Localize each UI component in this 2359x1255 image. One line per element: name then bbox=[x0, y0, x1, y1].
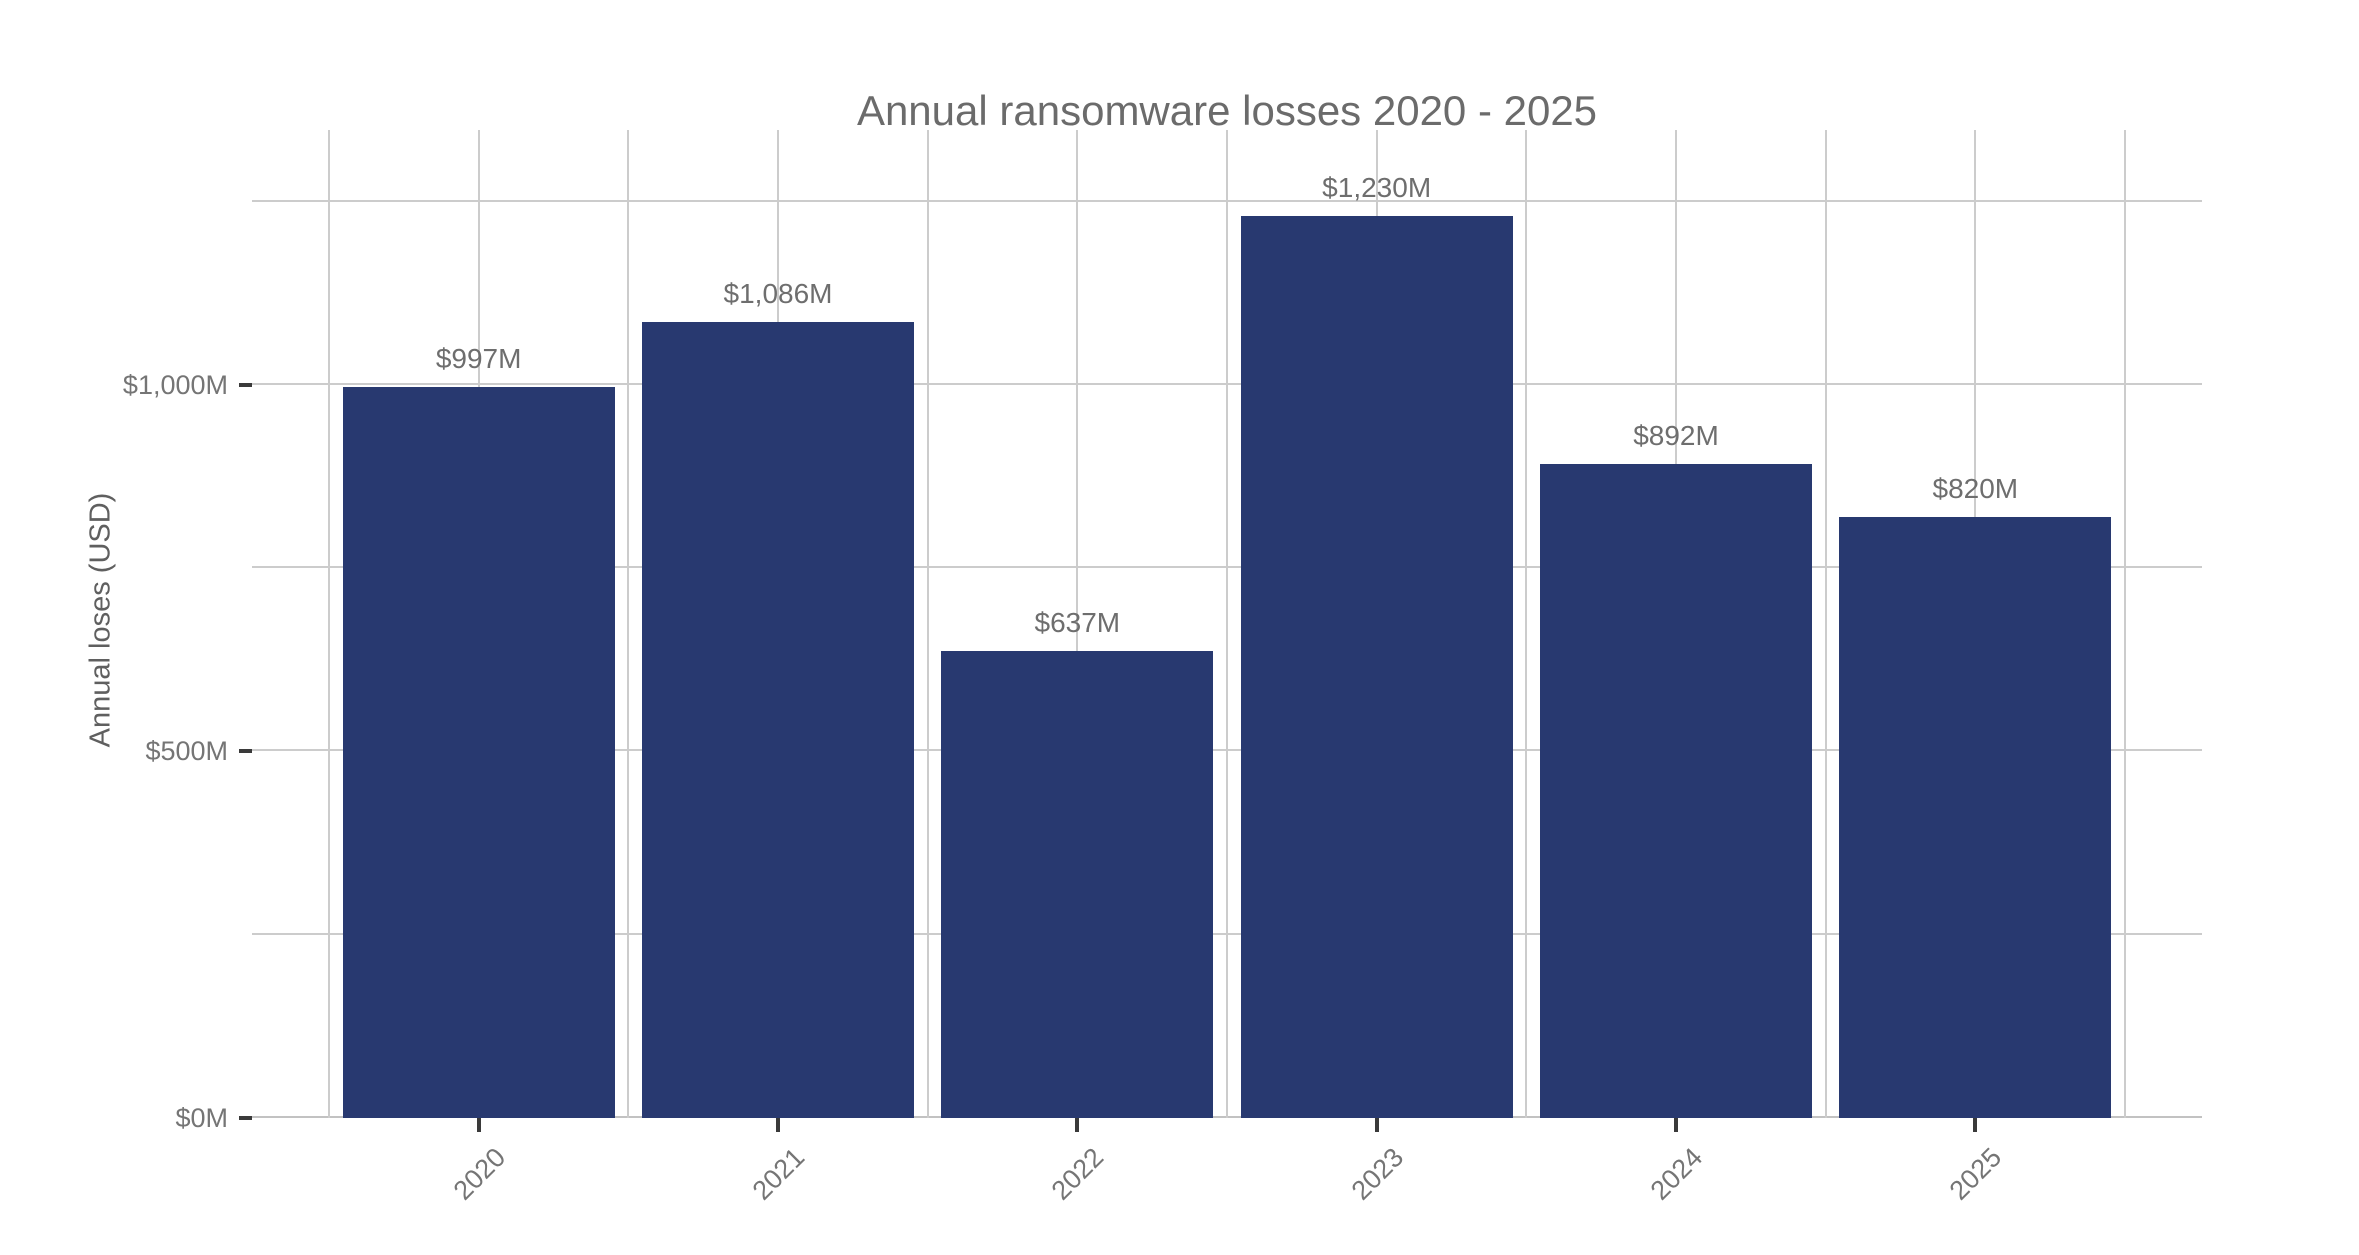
bar-value-label: $997M bbox=[435, 342, 522, 374]
x-tick-mark bbox=[776, 1118, 780, 1132]
bar-2021[interactable] bbox=[642, 321, 914, 1118]
x-tick-mark bbox=[1973, 1118, 1978, 1132]
x-tick-mark bbox=[1374, 1118, 1379, 1132]
y-tick-label: $1,000M bbox=[122, 369, 228, 400]
x-tick-label: 2024 bbox=[1644, 1142, 1709, 1206]
bar-value-label: $1,086M bbox=[723, 277, 833, 309]
bar-2020[interactable] bbox=[342, 386, 615, 1118]
v-gridline bbox=[1226, 130, 1228, 1118]
chart-title: Annual ransomware losses 2020 - 2025 bbox=[856, 87, 1598, 134]
x-tick-label: 2025 bbox=[1943, 1142, 2008, 1206]
bar-value-label: $637M bbox=[1034, 606, 1121, 638]
y-tick-label: $0M bbox=[175, 1103, 228, 1133]
bar-value-label: $1,230M bbox=[1322, 172, 1432, 204]
bar-2024[interactable] bbox=[1540, 463, 1812, 1118]
x-tick-mark bbox=[1674, 1118, 1678, 1132]
v-gridline bbox=[2124, 130, 2126, 1118]
y-tick-mark bbox=[239, 382, 252, 387]
v-gridline bbox=[1076, 130, 1079, 1118]
y-axis-title: Annual loses (USD) bbox=[84, 492, 117, 748]
bar-value-label: $820M bbox=[1932, 472, 2019, 504]
v-gridline bbox=[1824, 130, 1827, 1118]
x-tick-label: 2022 bbox=[1045, 1142, 1110, 1206]
v-gridline bbox=[1525, 130, 1528, 1118]
x-tick-mark bbox=[476, 1118, 481, 1132]
x-tick-label: 2021 bbox=[746, 1142, 811, 1206]
x-tick-mark bbox=[1075, 1118, 1080, 1132]
bar-2022[interactable] bbox=[941, 650, 1214, 1118]
x-tick-label: 2023 bbox=[1345, 1142, 1409, 1206]
v-gridline bbox=[926, 130, 929, 1118]
y-tick-label: $500M bbox=[145, 736, 228, 767]
bar-value-label: $892M bbox=[1633, 419, 1719, 451]
y-tick-mark bbox=[239, 749, 252, 754]
v-gridline bbox=[328, 130, 330, 1118]
v-gridline bbox=[627, 130, 630, 1118]
bar-2023[interactable] bbox=[1240, 216, 1513, 1118]
x-tick-label: 2020 bbox=[447, 1142, 511, 1206]
bar-2025[interactable] bbox=[1839, 516, 2112, 1118]
y-tick-mark bbox=[239, 1116, 252, 1120]
